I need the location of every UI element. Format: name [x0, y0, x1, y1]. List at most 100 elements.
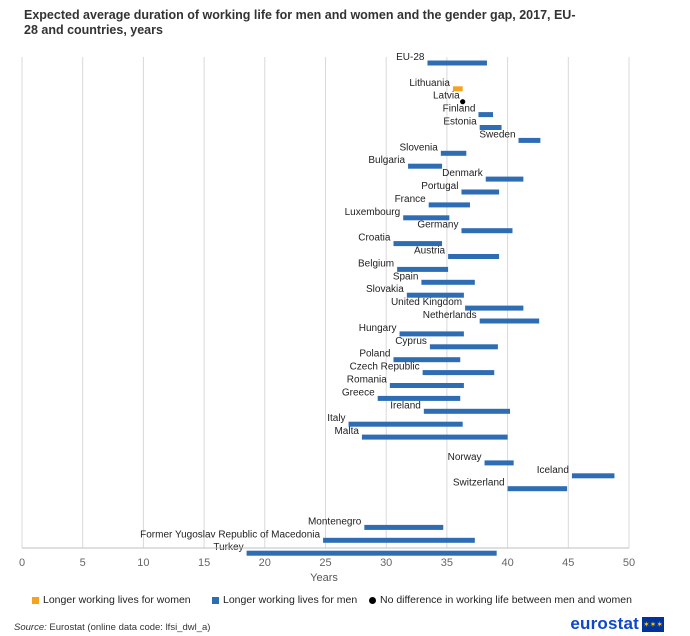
bar — [246, 550, 497, 556]
bar — [399, 331, 464, 337]
category-label: Latvia — [433, 91, 460, 102]
bar — [393, 357, 461, 363]
bar — [465, 305, 524, 311]
category-label: Croatia — [358, 233, 391, 244]
bar — [427, 60, 487, 66]
bar — [461, 189, 500, 195]
category-label: Ireland — [390, 400, 421, 411]
bar — [421, 279, 475, 285]
gridlines — [21, 57, 630, 548]
category-label: Luxembourg — [345, 207, 401, 218]
x-tick-label: 0 — [19, 557, 25, 569]
category-label: Czech Republic — [350, 362, 420, 373]
category-label: EU-28 — [396, 52, 425, 63]
range-bars — [246, 60, 615, 556]
category-label: Belgium — [358, 258, 394, 269]
x-tick-label: 15 — [198, 557, 210, 569]
legend-label: Longer working lives for women — [43, 594, 191, 606]
category-label: Slovakia — [366, 284, 404, 295]
x-tick-label: 10 — [137, 557, 149, 569]
bar — [364, 524, 444, 530]
legend-swatch — [369, 596, 376, 604]
category-label: Austria — [414, 246, 446, 257]
category-label: Iceland — [537, 465, 569, 476]
category-label: Former Yugoslav Republic of Macedonia — [140, 529, 320, 540]
x-axis-label: Years — [310, 572, 338, 584]
x-tick-label: 30 — [380, 557, 392, 569]
bar — [377, 395, 461, 401]
category-label: Poland — [359, 349, 390, 360]
category-label: Norway — [448, 452, 482, 463]
bar — [406, 292, 464, 298]
bar — [518, 137, 541, 143]
bar — [389, 383, 464, 388]
bar — [484, 460, 514, 466]
category-label: Montenegro — [308, 516, 362, 527]
category-label: Greece — [342, 387, 375, 398]
x-tick-label: 50 — [623, 557, 635, 569]
bar — [423, 408, 511, 414]
legend-label: No difference in working life between me… — [380, 594, 632, 606]
bar — [428, 202, 470, 208]
legend-item: Longer working lives for men — [212, 594, 357, 606]
bar — [461, 228, 513, 234]
bar — [479, 125, 502, 130]
category-label: United Kingdom — [391, 297, 462, 308]
legend-label: Longer working lives for men — [223, 594, 358, 606]
bar — [422, 370, 495, 376]
chart-title: Expected average duration of working lif… — [24, 8, 576, 37]
category-label: France — [395, 194, 427, 205]
bar — [361, 434, 508, 440]
bar — [348, 421, 463, 427]
category-label: Estonia — [443, 117, 477, 128]
source-prefix: Source: — [14, 622, 47, 633]
chart-plot: EU-28 Lithuania Latvia Finland EstoniaSweden… — [19, 52, 635, 584]
x-tick-label: 20 — [259, 557, 271, 569]
category-label: Romania — [347, 375, 387, 386]
legend-item: Longer working lives for women — [32, 594, 191, 606]
x-tick-label: 25 — [319, 557, 331, 569]
category-label: Finland — [443, 104, 476, 115]
bar — [507, 486, 568, 492]
category-label: Slovenia — [399, 142, 438, 153]
x-tick-label: 35 — [441, 557, 453, 569]
bar — [448, 254, 500, 259]
category-label: Portugal — [421, 181, 458, 192]
x-tick-label: 40 — [501, 557, 513, 569]
x-tick-label: 5 — [80, 557, 86, 569]
bar — [440, 150, 467, 156]
category-label: Malta — [334, 426, 359, 437]
legend-swatch — [212, 596, 219, 604]
category-label: Bulgaria — [368, 155, 405, 166]
logo-text: eurostat — [570, 614, 639, 633]
legend-swatch — [32, 596, 39, 604]
category-label: Hungary — [359, 323, 397, 334]
category-label: Spain — [393, 271, 419, 282]
category-label: Netherlands — [423, 310, 477, 321]
source-note: Source: Eurostat (online data code: lfsi… — [14, 622, 210, 633]
bar — [478, 112, 494, 118]
category-label: Denmark — [442, 168, 484, 179]
bar — [452, 86, 463, 92]
category-label: Switzerland — [453, 478, 505, 489]
eu-flag-icon: ✶✶✶ — [642, 616, 664, 632]
bar — [429, 344, 498, 350]
category-label: Italy — [327, 413, 345, 424]
eurostat-logo: eurostat ✶✶✶ — [570, 614, 664, 634]
bar-marker — [460, 99, 466, 105]
bar — [393, 241, 443, 247]
legend-item: No difference in working life between me… — [369, 594, 632, 606]
x-tick-label: 45 — [562, 557, 574, 569]
category-label: Germany — [417, 220, 458, 231]
bar — [323, 537, 475, 543]
category-label: Cyprus — [395, 336, 427, 347]
bar — [485, 176, 524, 182]
category-label: Lithuania — [409, 78, 450, 89]
bar — [479, 318, 540, 324]
x-axis-ticks: 0 5 10 15 20 25 30 35 40 45 50 — [19, 547, 635, 569]
source-text: Eurostat (online data code: lfsi_dwl_a) — [46, 622, 211, 633]
category-label: Sweden — [479, 129, 515, 140]
bar — [397, 266, 449, 272]
bar — [403, 215, 450, 221]
bar — [408, 163, 443, 169]
